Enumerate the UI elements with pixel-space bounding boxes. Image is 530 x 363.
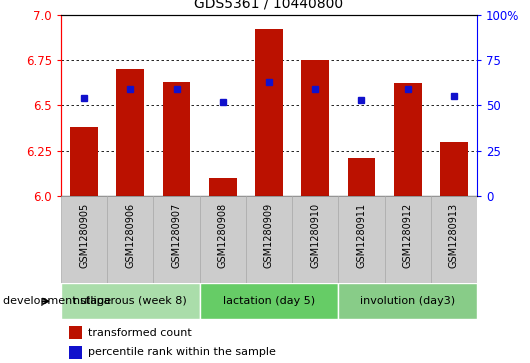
Text: GSM1280909: GSM1280909	[264, 203, 274, 268]
Bar	[209, 178, 236, 196]
Text: nulliparous (week 8): nulliparous (week 8)	[74, 296, 187, 306]
Text: GSM1280911: GSM1280911	[357, 203, 366, 268]
Bar	[61, 196, 107, 283]
Bar	[348, 158, 375, 196]
Text: GSM1280908: GSM1280908	[218, 203, 228, 268]
Bar	[70, 127, 98, 196]
Bar	[292, 196, 338, 283]
Bar	[200, 196, 246, 283]
Text: involution (day3): involution (day3)	[360, 296, 455, 306]
Bar	[69, 346, 82, 359]
Text: GSM1280907: GSM1280907	[172, 203, 181, 268]
Bar	[153, 196, 200, 283]
Bar	[302, 60, 329, 196]
Text: development stage: development stage	[3, 296, 111, 306]
Title: GDS5361 / 10440800: GDS5361 / 10440800	[195, 0, 343, 11]
Bar	[338, 283, 477, 319]
Bar	[431, 196, 477, 283]
Text: GSM1280910: GSM1280910	[310, 203, 320, 268]
Bar	[246, 196, 292, 283]
Text: GSM1280906: GSM1280906	[125, 203, 135, 268]
Bar	[255, 29, 283, 196]
Text: GSM1280905: GSM1280905	[79, 203, 89, 268]
Bar	[107, 196, 153, 283]
Bar	[394, 83, 421, 196]
Text: percentile rank within the sample: percentile rank within the sample	[88, 347, 276, 357]
Bar	[338, 196, 385, 283]
Bar	[200, 283, 338, 319]
Text: GSM1280912: GSM1280912	[403, 203, 413, 268]
Bar	[69, 326, 82, 339]
Text: GSM1280913: GSM1280913	[449, 203, 459, 268]
Text: transformed count: transformed count	[88, 327, 192, 338]
Bar	[61, 283, 200, 319]
Text: lactation (day 5): lactation (day 5)	[223, 296, 315, 306]
Bar	[385, 196, 431, 283]
Bar	[163, 82, 190, 196]
Bar	[440, 142, 468, 196]
Bar	[117, 69, 144, 196]
